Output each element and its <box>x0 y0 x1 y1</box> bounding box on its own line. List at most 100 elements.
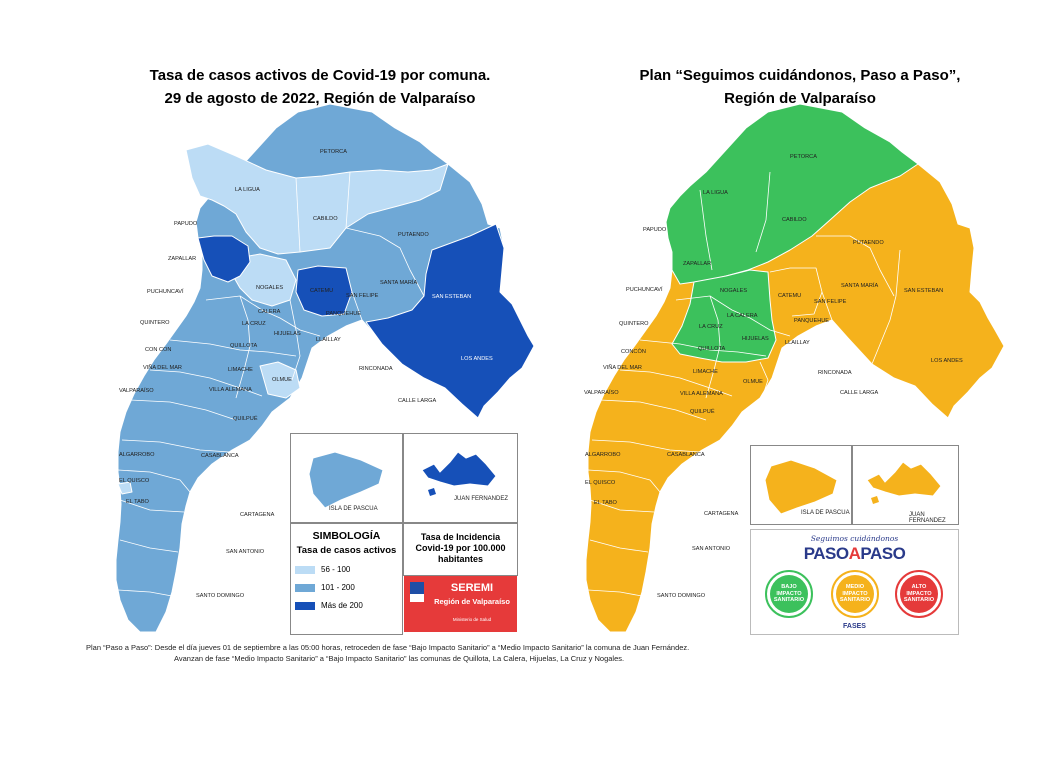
chile-flag-icon <box>410 582 424 606</box>
label-santa-maria: SANTA MARÍA <box>380 279 417 286</box>
phase-medio-l2: IMPACTO <box>842 590 868 597</box>
r-label-cartagena: CARTAGENA <box>704 511 739 517</box>
right-commune-borders <box>587 171 901 597</box>
label-papudo: PAPUDO <box>174 221 198 227</box>
left-olmue <box>259 361 301 399</box>
label-casablanca: CASABLANCA <box>201 453 239 459</box>
legend-swatch-low <box>295 566 315 574</box>
left-inset-juan-fernandez: JUAN FERNANDEZ <box>403 433 518 523</box>
paso-a-paso-legend: Seguimos cuidándonos PASOAPASO BAJO IMPAC… <box>750 529 959 635</box>
r-label-olmue: OLMUE <box>743 379 763 385</box>
label-el-tabo: EL TABO <box>126 499 150 505</box>
phase-medio-l3: SANITARIO <box>839 597 871 604</box>
phase-medio-l1: MEDIO <box>845 584 865 591</box>
seremi-name: SEREMI <box>450 582 494 594</box>
phase-bajo: BAJO IMPACTO SANITARIO <box>765 570 813 618</box>
pascua-label: ISLA DE PASCUA <box>329 506 378 512</box>
r-label-papudo: PAPUDO <box>643 227 667 233</box>
left-map-title: Tasa de casos activos de Covid-19 por co… <box>110 64 530 110</box>
label-nogales: NOGALES <box>256 285 283 291</box>
label-llaillay: LLAILLAY <box>316 337 341 343</box>
r-label-santa-maria: SANTA MARÍA <box>841 282 878 289</box>
incidence-line3: habitantes <box>437 554 483 564</box>
label-valparaiso: VALPARAÍSO <box>119 387 154 394</box>
label-quilpue: QUILPUÉ <box>233 415 258 422</box>
left-eltabo <box>117 481 133 495</box>
r-label-llaillay: LLAILLAY <box>785 340 810 346</box>
left-commune-borders <box>117 171 425 597</box>
pascua-island-shape <box>308 451 384 509</box>
label-la-ligua: LA LIGUA <box>235 187 260 193</box>
r-label-catemu: CATEMU <box>778 293 801 299</box>
label-santo-domingo: SANTO DOMINGO <box>196 593 245 599</box>
legend-label-high: Más de 200 <box>321 601 363 610</box>
r-label-la-calera: LA CALERA <box>727 313 758 319</box>
r-label-la-cruz: LA CRUZ <box>699 324 723 330</box>
label-panquehue: PANQUEHUE <box>326 311 361 317</box>
juan-fernandez-label: JUAN FERNANDEZ <box>454 496 509 502</box>
r-label-valparaiso: VALPARAÍSO <box>584 389 619 396</box>
label-quintero: QUINTERO <box>140 320 170 326</box>
r-label-san-antonio: SAN ANTONIO <box>692 546 731 552</box>
label-petorca: PETORCA <box>320 149 347 155</box>
r-label-san-esteban: SAN ESTEBAN <box>904 288 943 294</box>
r-label-el-quisco: EL QUISCO <box>585 480 616 486</box>
label-putaendo: PUTAENDO <box>398 232 429 238</box>
r-label-limache: LIMACHE <box>693 369 718 375</box>
right-inset-pascua: ISLA DE PASCUA <box>750 445 852 525</box>
incidence-line2: Covid-19 por 100.000 <box>415 543 506 553</box>
r-label-quillota: QUILLOTA <box>698 346 726 352</box>
label-catemu: CATEMU <box>310 288 333 294</box>
phases-label: FASES <box>843 623 866 630</box>
label-olmue: OLMUE <box>272 377 292 383</box>
r-label-santo-domingo: SANTO DOMINGO <box>657 593 706 599</box>
r-label-putaendo: PUTAENDO <box>853 240 884 246</box>
label-san-felipe: SAN FELIPE <box>346 293 379 299</box>
legend-label-low: 56 - 100 <box>321 565 351 574</box>
phase-alto-l2: IMPACTO <box>906 590 932 597</box>
label-calle-larga: CALLE LARGA <box>398 398 437 404</box>
right-map-title: Plan “Seguimos cuidándonos, Paso a Paso”… <box>590 64 1010 110</box>
brand-tagline: Seguimos cuidándonos <box>810 534 899 543</box>
r-label-quilpue: QUILPUÉ <box>690 408 715 415</box>
footnote-line1: Plan “Paso a Paso”: Desde el día jueves … <box>86 643 690 652</box>
label-puchuncavi: PUCHUNCAVÍ <box>147 288 184 295</box>
left-commune-labels: PETORCA LA LIGUA CABILDO PAPUDO ZAPALLAR… <box>119 149 493 599</box>
r-pascua-label: ISLA DE PASCUA <box>801 510 850 516</box>
phase-alto-l3: SANITARIO <box>903 597 935 604</box>
r-label-la-ligua: LA LIGUA <box>703 190 728 196</box>
phase-medio: MEDIO IMPACTO SANITARIO <box>831 570 879 618</box>
legend-subtitle: Tasa de casos activos <box>296 545 397 556</box>
r-label-quintero: QUINTERO <box>619 321 649 327</box>
r-label-hijuelas: HIJUELAS <box>742 336 769 342</box>
label-san-antonio: SAN ANTONIO <box>226 549 265 555</box>
logo-part-b: A <box>848 544 861 563</box>
phase-alto: ALTO IMPACTO SANITARIO <box>895 570 943 618</box>
label-hijuelas: HIJUELAS <box>274 331 301 337</box>
label-rinconada: RINCONADA <box>359 366 393 372</box>
r-label-san-felipe: SAN FELIPE <box>814 299 847 305</box>
logo-part-a: PASO <box>803 544 849 563</box>
r-pascua-island-shape <box>764 459 838 515</box>
r-juan-fernandez-label: JUAN FERNANDEZ <box>909 512 946 524</box>
legend-swatch-high <box>295 602 315 610</box>
r-label-vina-del-mar: VIÑA DEL MAR <box>603 364 642 371</box>
phase-bajo-l1: BAJO <box>781 584 797 591</box>
label-zapallar: ZAPALLAR <box>168 256 196 262</box>
right-green-central <box>671 269 777 363</box>
left-nogales <box>231 253 297 307</box>
label-los-andes: LOS ANDES <box>461 356 493 362</box>
left-catemu <box>295 265 353 317</box>
paso-a-paso-logo: PASOAPASO <box>751 544 958 564</box>
legend-swatch-mid <box>295 584 315 592</box>
r-label-nogales: NOGALES <box>720 288 747 294</box>
label-el-quisco: EL QUISCO <box>119 478 150 484</box>
right-region-map <box>585 103 1005 633</box>
incidence-box: Tasa de Incidencia Covid-19 por 100.000 … <box>403 523 518 576</box>
r-label-puchuncavi: PUCHUNCAVÍ <box>626 286 663 293</box>
r-label-con-con: CONCÓN <box>621 348 646 355</box>
juan-fernandez-shape <box>421 451 497 496</box>
r-label-los-andes: LOS ANDES <box>931 358 963 364</box>
r-label-villa-alemana: VILLA ALEMANA <box>680 391 723 397</box>
